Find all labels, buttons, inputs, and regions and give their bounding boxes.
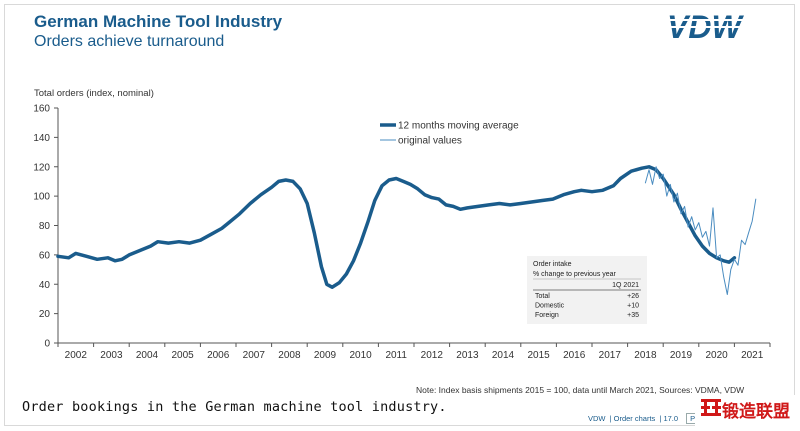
x-tick-label: 2004 xyxy=(136,350,159,361)
x-tick-label: 2011 xyxy=(385,350,407,361)
chart-subtitle: Orders achieve turnaround xyxy=(34,33,225,50)
footer-item-vdw: VDW xyxy=(588,414,606,423)
y-tick-label: 0 xyxy=(44,339,50,350)
chart-title: German Machine Tool Industry xyxy=(34,12,283,31)
inset-row-label: Foreign xyxy=(535,312,559,319)
x-tick-label: 2021 xyxy=(741,350,764,361)
x-tick-label: 2005 xyxy=(171,350,194,361)
footer-item-date: 17.0 xyxy=(663,414,679,423)
y-tick-label: 160 xyxy=(33,104,50,115)
series-line-original-values xyxy=(644,166,757,295)
inset-row-value: +26 xyxy=(627,293,639,300)
x-tick-label: 2020 xyxy=(705,350,728,361)
y-tick-label: 100 xyxy=(33,192,50,203)
footer-item-order-charts: Order charts xyxy=(613,414,656,423)
x-tick-label: 2002 xyxy=(65,350,88,361)
x-tick-label: 2018 xyxy=(634,350,657,361)
legend-label-original-values: original values xyxy=(398,136,462,147)
x-tick-label: 2007 xyxy=(243,350,266,361)
y-tick-label: 40 xyxy=(39,280,51,291)
y-tick-label: 20 xyxy=(39,309,51,320)
x-tick-label: 2012 xyxy=(421,350,444,361)
vdw-logo: VDW xyxy=(667,9,769,44)
y-tick-label: 60 xyxy=(39,250,51,261)
inset-row-label: Total xyxy=(535,293,550,300)
inset-row-value: +35 xyxy=(627,312,639,319)
y-tick-label: 120 xyxy=(33,162,50,173)
watermark-text: 锻造联盟 xyxy=(722,402,790,422)
series-layer xyxy=(56,165,757,295)
x-tick-label: 2015 xyxy=(527,350,550,361)
x-tick-label: 2008 xyxy=(278,350,301,361)
image-caption: Order bookings in the German machine too… xyxy=(22,399,447,415)
inset-period: 1Q 2021 xyxy=(612,282,639,289)
inset-subtitle: % change to previous year xyxy=(533,271,617,278)
y-tick-label: 140 xyxy=(33,133,50,144)
y-axis-label: Total orders (index, nominal) xyxy=(34,88,154,99)
x-tick-label: 2013 xyxy=(456,350,479,361)
source-note: Note: Index basis shipments 2015 = 100, … xyxy=(416,385,745,395)
x-tick-label: 2019 xyxy=(670,350,693,361)
chart-axes: 0 20 40 60 80 100 120 140 160 2002 2003 2004 2005 200… xyxy=(33,104,771,361)
slide-frame xyxy=(4,4,795,426)
x-tick-label: 2006 xyxy=(207,350,230,361)
y-tick-label: 80 xyxy=(39,221,51,232)
legend: 12 months moving average original values xyxy=(380,121,519,147)
caption-bar xyxy=(14,395,351,423)
inset-row-label: Domestic xyxy=(535,303,565,310)
series-line-moving-average xyxy=(56,165,737,289)
inset-title: Order intake xyxy=(533,261,572,268)
x-tick-label: 2009 xyxy=(314,350,337,361)
x-tick-label: 2010 xyxy=(349,350,372,361)
legend-label-moving-average: 12 months moving average xyxy=(398,121,519,132)
x-tick-label: 2014 xyxy=(492,350,515,361)
inset-table: Order intake % change to previous year 1Q … xyxy=(527,256,647,324)
x-tick-label: 2017 xyxy=(599,350,622,361)
inset-row-value: +10 xyxy=(627,303,639,310)
x-tick-label: 2003 xyxy=(100,350,123,361)
x-tick-label: 2016 xyxy=(563,350,586,361)
forge-logo-icon xyxy=(701,399,721,416)
